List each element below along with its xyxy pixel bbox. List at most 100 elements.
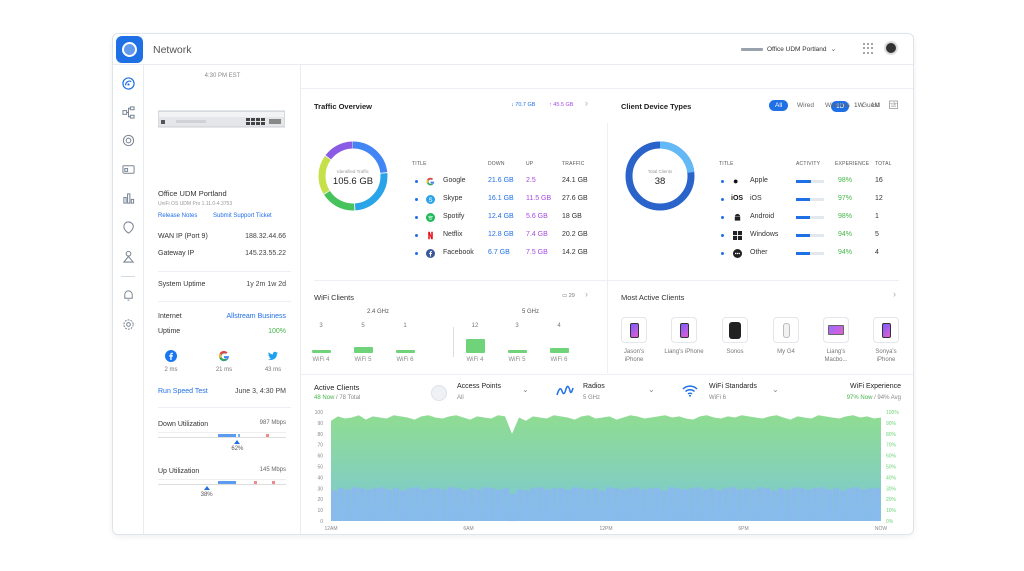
avatar[interactable] (884, 41, 898, 55)
divider (607, 285, 608, 373)
client-device-icon[interactable] (873, 317, 899, 343)
client-device-icon[interactable] (722, 317, 748, 343)
devices-icon[interactable] (121, 133, 135, 147)
client-device-icon[interactable] (823, 317, 849, 343)
windows-icon (733, 231, 742, 240)
up-value: 7.5 GB (526, 249, 548, 256)
clients-bar (447, 487, 455, 521)
clients-bar (764, 488, 771, 521)
clients-bar (337, 488, 345, 521)
clients-bar (853, 487, 860, 521)
wifi-standards-label[interactable]: WiFi Standards (709, 383, 757, 390)
chevron-right-icon[interactable]: › (585, 289, 588, 299)
internet-uptime-value: 100% (268, 328, 286, 335)
traffic-value: 24.1 GB (562, 177, 588, 184)
client-name: Sonos (726, 349, 744, 355)
wifi-gen-label: WiFi 5 (354, 357, 372, 363)
release-notes-link[interactable]: Release Notes (158, 213, 198, 219)
row-dot (721, 198, 724, 201)
twitter-icon (268, 351, 278, 360)
up-value: 5.6 GB (526, 213, 548, 220)
col-traffic: TRAFFIC (562, 161, 585, 167)
facebook-icon (165, 350, 177, 362)
clients-bar (791, 487, 798, 521)
clients-bar (619, 489, 627, 521)
statistics-icon[interactable] (121, 191, 135, 205)
y-tick-label: 80 (317, 432, 323, 438)
chevron-down-icon[interactable]: ⌄ (522, 385, 529, 394)
apps-grid-icon[interactable] (863, 43, 874, 54)
wifi-gen-bar[interactable] (395, 350, 415, 353)
clients-bar (358, 488, 365, 521)
y2-tick-label: 60% (886, 454, 897, 460)
wifi-gen-bar[interactable] (507, 349, 527, 353)
support-ticket-link[interactable]: Submit Support Ticket (213, 213, 272, 219)
wifi-gen-bar[interactable] (549, 348, 569, 353)
clients-bar (482, 487, 489, 521)
sidebar-divider (121, 276, 135, 277)
band-24ghz: 2.4 GHz (367, 309, 390, 315)
down-utilization-label: Down Utilization (158, 421, 209, 428)
google-icon (218, 351, 230, 362)
clients-bar (729, 487, 737, 521)
x-tick-label: 6PM (738, 526, 748, 532)
client-device-icon[interactable] (621, 317, 647, 343)
filter-wired[interactable]: Wired (797, 102, 814, 109)
clients-bar (750, 489, 757, 521)
wifi-gen-count: 4 (557, 323, 561, 329)
wifi-gen-label: WiFi 6 (550, 357, 568, 363)
clients-bar (654, 488, 661, 521)
row-dot (721, 180, 724, 183)
chevron-down-icon[interactable]: ⌄ (772, 385, 779, 394)
client-device-icon[interactable] (773, 317, 799, 343)
clients-icon[interactable] (121, 162, 135, 176)
clients-bar (365, 489, 372, 521)
dashboard-icon[interactable] (121, 76, 135, 90)
unifi-logo[interactable] (116, 36, 143, 63)
radios-label[interactable]: Radios (583, 383, 605, 390)
divider (607, 123, 608, 373)
wifi-gen-bar[interactable] (465, 339, 485, 353)
calendar-icon[interactable] (889, 100, 898, 109)
top-bar: Network Office UDM Portland ⌄ (113, 34, 913, 65)
y-tick-label: 100 (315, 410, 324, 416)
range-1m[interactable]: 1M (871, 102, 881, 109)
filter-wireless[interactable]: Wireless (825, 102, 850, 109)
clients-bar (496, 489, 503, 521)
chevron-right-icon[interactable]: › (893, 98, 896, 108)
filter-all[interactable]: All (769, 100, 789, 111)
range-1d[interactable]: 1D (831, 101, 850, 112)
divider (158, 301, 291, 302)
client-device-icon[interactable] (671, 317, 697, 343)
chevron-right-icon[interactable]: › (585, 98, 588, 108)
traffic-value: 18 GB (562, 213, 582, 220)
y-tick-label: 10 (317, 508, 323, 514)
gear-icon[interactable] (121, 317, 135, 331)
site-selector[interactable]: Office UDM Portland ⌄ (741, 45, 836, 53)
gateway-ip-label: Gateway IP (158, 250, 195, 257)
topology-icon[interactable] (121, 105, 135, 119)
clients-donut (625, 141, 695, 211)
chevron-down-icon[interactable]: ⌄ (648, 385, 655, 394)
alerts-icon[interactable] (121, 249, 135, 263)
client-type: Apple (750, 177, 768, 184)
chevron-right-icon[interactable]: › (893, 289, 896, 299)
wifi-gen-bar[interactable] (311, 349, 331, 353)
range-1w[interactable]: 1W (854, 102, 864, 109)
clients-bar (578, 488, 585, 521)
clients-bar (475, 489, 482, 521)
down-utilization-marker (234, 440, 241, 444)
clients-bar (372, 488, 379, 521)
wifi-gen-bar[interactable] (353, 347, 373, 353)
up-utilization-percent: 38% (200, 492, 213, 498)
bell-icon[interactable] (121, 288, 135, 302)
svg-text:S: S (428, 198, 432, 204)
clients-bar (502, 488, 510, 521)
run-speed-test-button[interactable]: Run Speed Test (158, 388, 208, 395)
insights-icon[interactable] (121, 220, 135, 234)
access-points-label[interactable]: Access Points (457, 383, 501, 390)
y-tick-label: 70 (317, 443, 323, 449)
traffic-up-value: 45.5 GB (553, 102, 574, 108)
isp-name[interactable]: Allstream Business (226, 313, 286, 320)
filter-guest[interactable]: Guest (862, 102, 880, 109)
